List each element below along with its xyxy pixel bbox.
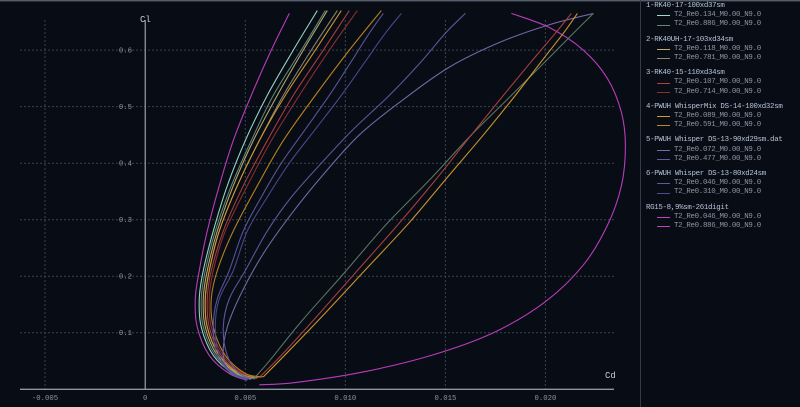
svg-text:0.5: 0.5 — [119, 104, 132, 112]
svg-text:0.4: 0.4 — [119, 161, 133, 169]
svg-text:Cd: Cd — [605, 371, 616, 381]
svg-text:0.1: 0.1 — [119, 330, 133, 338]
svg-text:-0.005: -0.005 — [32, 395, 58, 403]
svg-text:Cl: Cl — [140, 15, 151, 25]
svg-text:0.2: 0.2 — [119, 274, 132, 282]
svg-text:0: 0 — [143, 395, 147, 403]
svg-text:0.010: 0.010 — [334, 395, 356, 403]
svg-text:0.020: 0.020 — [534, 395, 556, 403]
svg-text:0.3: 0.3 — [119, 217, 132, 225]
svg-text:0.015: 0.015 — [434, 395, 456, 403]
svg-text:0.6: 0.6 — [119, 48, 132, 56]
svg-text:0.005: 0.005 — [234, 395, 256, 403]
